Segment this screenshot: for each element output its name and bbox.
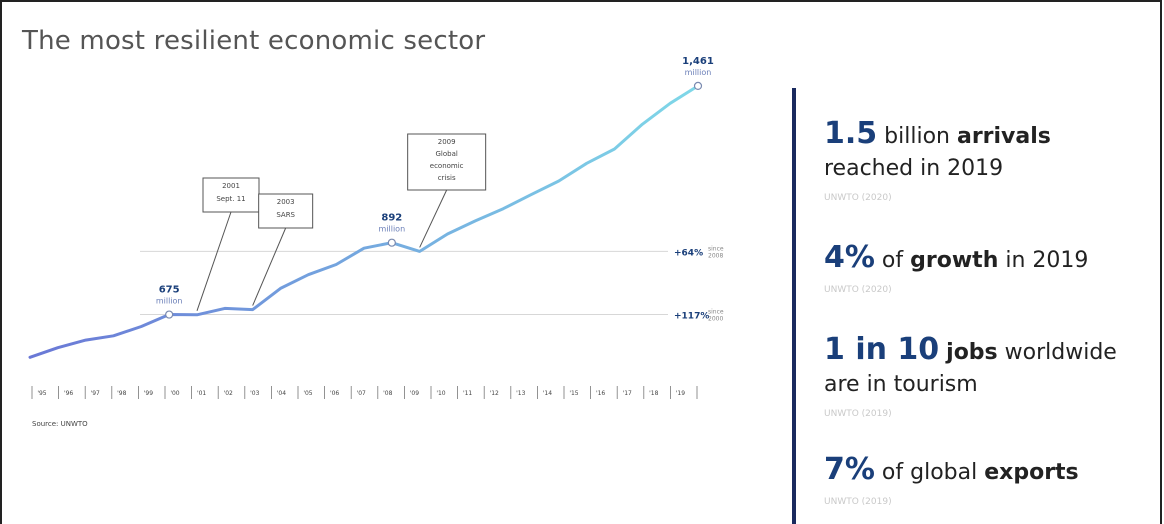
tick-label-'00: '00 xyxy=(170,390,179,397)
series-line xyxy=(30,86,698,357)
stat-arrivals: 1.5 billion arrivals reached in 2019 UNW… xyxy=(824,118,1051,203)
tick-label-'97: '97 xyxy=(91,390,100,397)
stat-growth: 4% of growth in 2019 UNWTO (2020) xyxy=(824,242,1088,295)
annotation-unit-1: million xyxy=(379,225,406,234)
tick-label-'06: '06 xyxy=(330,390,339,397)
tick-label-'12: '12 xyxy=(490,390,499,397)
event-leader-1 xyxy=(253,228,286,306)
arrivals-line-chart: +64% since2008+117%since2000675million892… xyxy=(0,0,790,524)
stat-arrivals-source: UNWTO (2020) xyxy=(824,193,1051,203)
tick-label-'10: '10 xyxy=(436,390,445,397)
tick-label-'09: '09 xyxy=(410,390,419,397)
stat-growth-source: UNWTO (2020) xyxy=(824,285,1088,295)
event-text-2-0: 2009 xyxy=(438,138,456,146)
tick-label-'08: '08 xyxy=(383,390,392,397)
annotation-value-0: 675 xyxy=(159,285,180,296)
tick-label-'13: '13 xyxy=(516,390,525,397)
stat-arrivals-line2: reached in 2019 xyxy=(824,153,1051,185)
vertical-divider xyxy=(792,88,796,524)
reference-note-a-0: since xyxy=(708,245,724,252)
stat-arrivals-value: 1.5 xyxy=(824,116,877,151)
reference-note-a-1: since xyxy=(708,309,724,316)
stat-jobs: 1 in 10 jobs worldwide are in tourism UN… xyxy=(824,334,1117,419)
tick-label-'14: '14 xyxy=(543,390,552,397)
tick-label-'96: '96 xyxy=(64,390,73,397)
reference-label-0: +64% xyxy=(674,248,703,258)
stat-growth-keyword: growth xyxy=(910,248,998,273)
tick-label-'04: '04 xyxy=(277,390,286,397)
stat-jobs-post: worldwide xyxy=(998,340,1117,365)
stat-jobs-value: 1 in 10 xyxy=(824,332,939,367)
reference-label-1: +117% xyxy=(674,312,709,322)
annotation-marker-0 xyxy=(166,311,173,318)
chart-source: Source: UNWTO xyxy=(32,420,88,428)
annotation-value-2: 1,461 xyxy=(682,56,714,67)
stat-exports-value: 7% xyxy=(824,452,875,487)
tick-label-'01: '01 xyxy=(197,390,206,397)
reference-note-b-0: 2008 xyxy=(708,252,723,259)
tick-label-'16: '16 xyxy=(596,390,605,397)
event-text-1-0: 2003 xyxy=(277,198,295,206)
stat-growth-post: in 2019 xyxy=(998,248,1088,273)
tick-label-'17: '17 xyxy=(623,390,632,397)
tick-label-'07: '07 xyxy=(357,390,366,397)
tick-label-'19: '19 xyxy=(676,390,685,397)
event-text-2-3: crisis xyxy=(438,174,456,182)
annotation-marker-1 xyxy=(388,239,395,246)
annotation-unit-2: million xyxy=(685,68,712,77)
tick-label-'02: '02 xyxy=(224,390,233,397)
tick-label-'11: '11 xyxy=(463,390,472,397)
stat-jobs-source: UNWTO (2019) xyxy=(824,409,1117,419)
tick-label-'98: '98 xyxy=(117,390,126,397)
reference-note-b-1: 2000 xyxy=(708,316,723,323)
event-leader-0 xyxy=(197,212,231,311)
stat-growth-pre: of xyxy=(875,248,910,273)
annotation-value-1: 892 xyxy=(381,213,402,224)
event-text-0-0: 2001 xyxy=(222,182,240,190)
tick-label-'99: '99 xyxy=(144,390,153,397)
tick-label-'05: '05 xyxy=(303,390,312,397)
annotation-unit-0: million xyxy=(156,297,183,306)
event-text-2-1: Global xyxy=(435,150,457,158)
tick-label-'15: '15 xyxy=(569,390,578,397)
stat-exports: 7% of global exports UNWTO (2019) xyxy=(824,454,1079,507)
stat-arrivals-keyword: arrivals xyxy=(957,124,1051,149)
tick-label-'18: '18 xyxy=(649,390,658,397)
stat-jobs-keyword: jobs xyxy=(946,340,998,365)
event-text-0-1: Sept. 11 xyxy=(216,195,245,203)
stat-arrivals-pre: billion xyxy=(877,124,957,149)
event-text-2-2: economic xyxy=(430,162,464,170)
stat-growth-value: 4% xyxy=(824,240,875,275)
tick-label-'03: '03 xyxy=(250,390,259,397)
stat-exports-source: UNWTO (2019) xyxy=(824,497,1079,507)
stat-exports-keyword: exports xyxy=(984,460,1078,485)
event-text-1-1: SARS xyxy=(276,211,295,219)
stat-jobs-line2: are in tourism xyxy=(824,369,1117,401)
stat-exports-pre: of global xyxy=(875,460,984,485)
tick-label-'95: '95 xyxy=(37,390,46,397)
annotation-marker-2 xyxy=(695,82,702,89)
